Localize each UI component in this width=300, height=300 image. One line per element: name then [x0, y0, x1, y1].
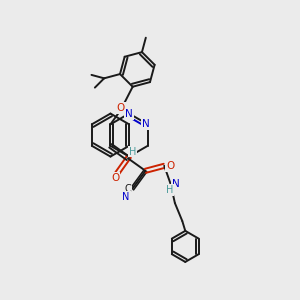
Text: N: N: [122, 192, 130, 202]
Text: N: N: [142, 119, 150, 129]
Text: N: N: [172, 179, 180, 189]
Text: O: O: [111, 172, 119, 183]
Text: H: H: [166, 185, 173, 195]
Text: H: H: [129, 146, 136, 157]
Text: N: N: [125, 109, 133, 118]
Text: O: O: [117, 103, 125, 113]
Text: O: O: [166, 161, 174, 171]
Text: C: C: [124, 184, 131, 194]
